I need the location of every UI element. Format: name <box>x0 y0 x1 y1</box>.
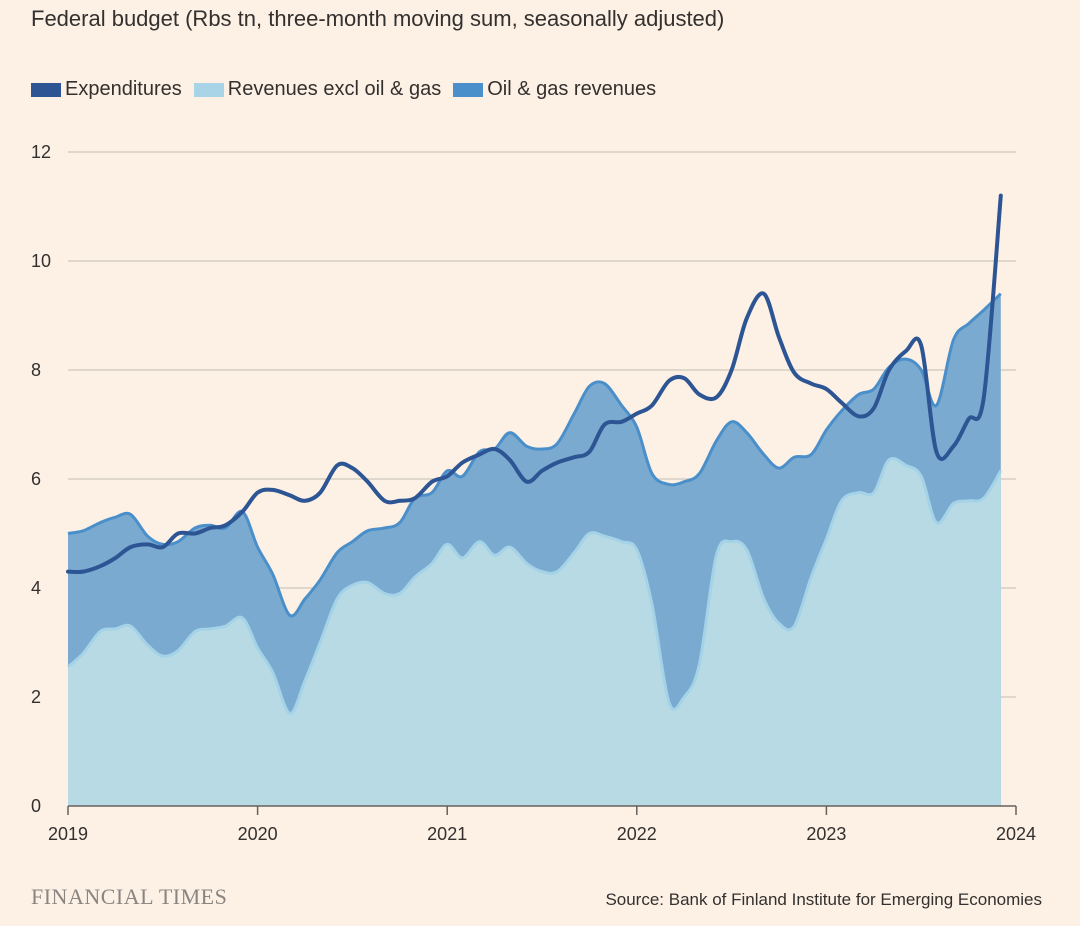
y-tick-label-0: 0 <box>31 796 41 816</box>
chart-plot: 0 2 4 6 8 10 12 2019 2020 2021 2022 2023 2024 <box>31 142 1036 844</box>
x-tick-label-2021: 2021 <box>427 824 467 844</box>
source-note: Source: Bank of Finland Institute for Em… <box>605 890 1042 909</box>
legend-label-revenues-excl-oil-gas: Revenues excl oil & gas <box>227 78 442 100</box>
x-tick-label-2024: 2024 <box>996 824 1036 844</box>
legend-swatch-revenues-excl-oil-gas <box>193 82 224 97</box>
y-tick-label-12: 12 <box>31 142 51 162</box>
chart-title: Federal budget (Rbs tn, three-month movi… <box>31 6 725 31</box>
legend-item-oil-gas-revenues: Oil & gas revenues <box>453 78 656 101</box>
legend-swatch-oil-gas-revenues <box>453 82 484 97</box>
legend-swatch-expenditures <box>31 82 61 97</box>
legend-label-oil-gas-revenues: Oil & gas revenues <box>487 78 657 100</box>
x-tick-label-2020: 2020 <box>238 824 278 844</box>
x-tick-label-2022: 2022 <box>617 824 657 844</box>
y-tick-label-4: 4 <box>31 578 41 598</box>
x-tick-label-2019: 2019 <box>48 824 88 844</box>
x-tick-label-2023: 2023 <box>806 824 846 844</box>
legend-label-expenditures: Expenditures <box>65 78 182 100</box>
edge-revenues-excl-oil-gas <box>67 456 1003 715</box>
line-expenditures <box>66 193 1003 575</box>
area-layer <box>67 292 1003 806</box>
axis-layer: 2019 2020 2021 2022 2023 2024 <box>48 805 1036 844</box>
ft-logo: FINANCIAL TIMES <box>31 884 228 909</box>
legend-item-expenditures: Expenditures <box>31 78 182 101</box>
y-tick-label-10: 10 <box>31 251 51 271</box>
chart-legend: Expenditures Revenues excl oil & gas Oil… <box>31 78 668 101</box>
y-tick-label-2: 2 <box>31 687 41 707</box>
y-tick-label-6: 6 <box>31 469 41 489</box>
area-revenues-excl-oil-gas <box>68 458 1001 806</box>
line-layer <box>66 193 1003 575</box>
y-tick-label-8: 8 <box>31 360 41 380</box>
legend-item-revenues-excl-oil-gas: Revenues excl oil & gas <box>193 78 442 101</box>
